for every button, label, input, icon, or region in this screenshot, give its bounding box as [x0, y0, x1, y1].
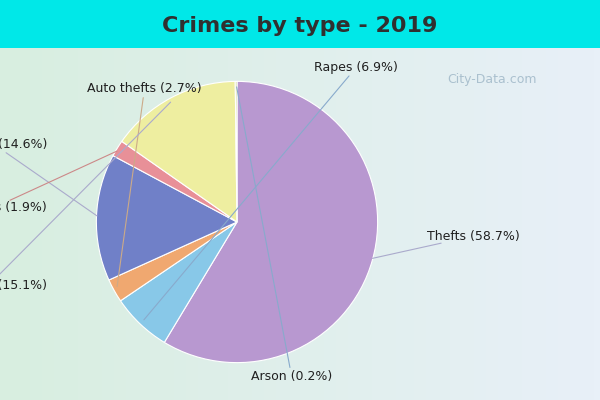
Wedge shape — [122, 81, 237, 222]
Text: Rapes (6.9%): Rapes (6.9%) — [144, 61, 398, 320]
Wedge shape — [164, 81, 377, 363]
Text: Arson (0.2%): Arson (0.2%) — [236, 87, 332, 383]
Wedge shape — [121, 222, 237, 342]
Text: Assaults (14.6%): Assaults (14.6%) — [0, 138, 97, 216]
Wedge shape — [109, 222, 237, 301]
Wedge shape — [235, 81, 237, 222]
Text: City-Data.com: City-Data.com — [447, 74, 537, 86]
Text: Auto thefts (2.7%): Auto thefts (2.7%) — [87, 82, 202, 286]
Text: Robberies (1.9%): Robberies (1.9%) — [0, 151, 117, 214]
Wedge shape — [97, 156, 237, 280]
Wedge shape — [113, 141, 237, 222]
Text: Crimes by type - 2019: Crimes by type - 2019 — [163, 16, 437, 36]
Text: Burglaries (15.1%): Burglaries (15.1%) — [0, 102, 170, 292]
Text: Thefts (58.7%): Thefts (58.7%) — [373, 230, 520, 258]
